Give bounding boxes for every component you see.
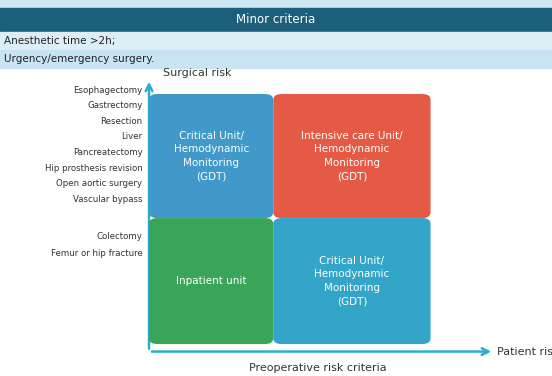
- Bar: [0, 50, 552, 68]
- Text: Esophagectomy: Esophagectomy: [73, 86, 142, 95]
- FancyBboxPatch shape: [149, 94, 273, 218]
- Text: Resection: Resection: [100, 117, 142, 126]
- Text: Pancreatectomy: Pancreatectomy: [73, 148, 142, 157]
- Text: Femur or hip fracture: Femur or hip fracture: [51, 249, 142, 258]
- Text: Critical Unit/
Hemodynamic
Monitoring
(GDT): Critical Unit/ Hemodynamic Monitoring (G…: [314, 256, 390, 306]
- Text: Gastrectomy: Gastrectomy: [87, 101, 142, 110]
- Text: Urgency/emergency surgery.: Urgency/emergency surgery.: [4, 54, 155, 64]
- Text: Minor criteria: Minor criteria: [236, 14, 316, 26]
- Text: Critical Unit/
Hemodynamic
Monitoring
(GDT): Critical Unit/ Hemodynamic Monitoring (G…: [173, 130, 249, 182]
- Bar: [0, 0, 552, 8]
- Text: Hip prosthesis revision: Hip prosthesis revision: [45, 164, 142, 173]
- FancyBboxPatch shape: [273, 218, 431, 344]
- Text: Inpatient unit: Inpatient unit: [176, 276, 246, 286]
- Text: Patient risk: Patient risk: [497, 347, 552, 356]
- Bar: [0, 32, 552, 50]
- Text: Anesthetic time >2h;: Anesthetic time >2h;: [4, 36, 116, 45]
- Text: Colectomy: Colectomy: [97, 232, 142, 241]
- FancyBboxPatch shape: [149, 218, 273, 344]
- Text: Vascular bypass: Vascular bypass: [73, 195, 142, 204]
- Text: Open aortic surgery: Open aortic surgery: [56, 179, 142, 188]
- Bar: [0, 8, 552, 32]
- FancyBboxPatch shape: [273, 94, 431, 218]
- Text: Surgical risk: Surgical risk: [163, 68, 231, 78]
- Text: Intensive care Unit/
Hemodynamic
Monitoring
(GDT): Intensive care Unit/ Hemodynamic Monitor…: [301, 130, 403, 182]
- Text: Liver: Liver: [121, 132, 142, 141]
- Text: Preoperative risk criteria: Preoperative risk criteria: [248, 363, 386, 373]
